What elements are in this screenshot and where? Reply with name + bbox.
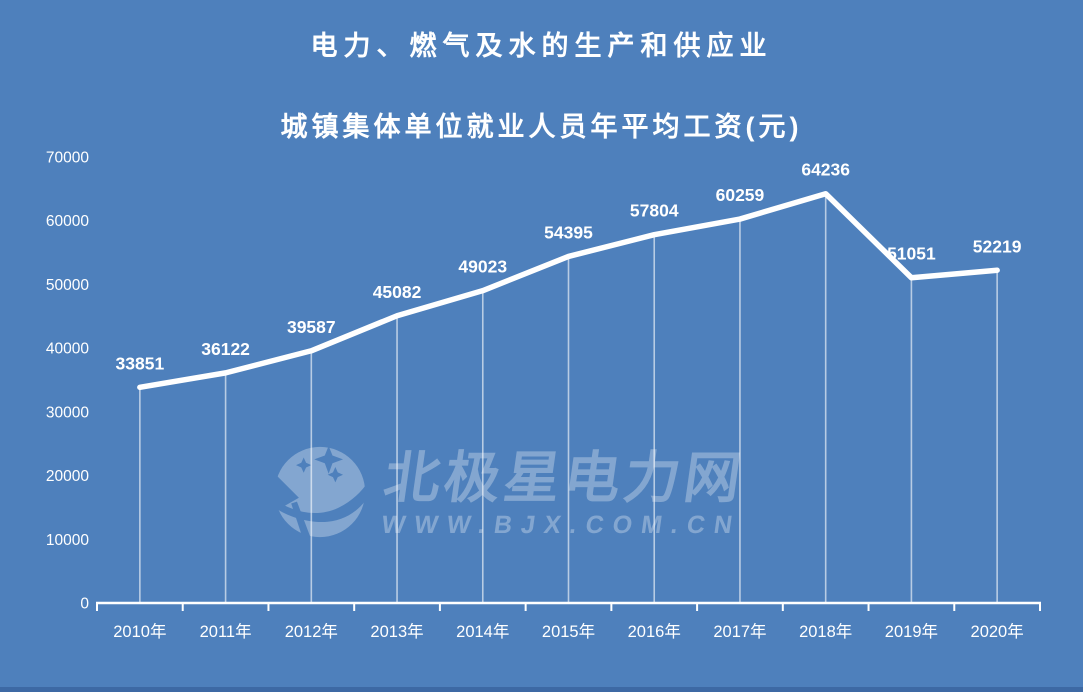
x-axis-tick-label: 2016年 bbox=[628, 622, 681, 641]
y-axis-tick-label: 30000 bbox=[46, 404, 89, 421]
y-axis-tick-label: 10000 bbox=[46, 532, 89, 549]
data-point-label: 52219 bbox=[973, 236, 1022, 256]
y-axis-tick-label: 50000 bbox=[46, 277, 89, 294]
data-point-label: 51051 bbox=[887, 244, 936, 264]
y-axis-tick-label: 70000 bbox=[46, 150, 89, 167]
y-axis-tick-label: 40000 bbox=[46, 341, 89, 358]
x-axis-tick-label: 2019年 bbox=[885, 622, 938, 641]
x-axis-tick-label: 2018年 bbox=[799, 622, 852, 641]
wage-series-line bbox=[137, 190, 1000, 391]
data-point-label: 33851 bbox=[116, 353, 165, 373]
data-point-label: 39587 bbox=[287, 317, 336, 337]
data-point-label: 60259 bbox=[716, 185, 765, 205]
y-axis-tick-label: 0 bbox=[80, 596, 89, 613]
chart-title: 电力、燃气及水的生产和供应业 城镇集体单位就业人员年平均工资(元) bbox=[0, 0, 1083, 144]
data-point-label: 36122 bbox=[201, 339, 250, 359]
x-axis-tick-label: 2013年 bbox=[370, 622, 423, 641]
data-point-label: 49023 bbox=[458, 257, 507, 277]
x-axis-tick-label: 2020年 bbox=[971, 622, 1024, 641]
data-point-label: 64236 bbox=[801, 160, 850, 180]
chart-title-line2: 城镇集体单位就业人员年平均工资(元) bbox=[280, 112, 803, 142]
window-bottom-edge bbox=[0, 687, 1083, 692]
chart-title-line1: 电力、燃气及水的生产和供应业 bbox=[310, 31, 773, 61]
x-axis-tick-label: 2015年 bbox=[542, 622, 595, 641]
data-point-label: 54395 bbox=[544, 222, 593, 242]
x-axis-tick-label: 2012年 bbox=[285, 622, 338, 641]
x-axis-tick-label: 2011年 bbox=[200, 622, 252, 641]
x-axis-tick-label: 2017年 bbox=[713, 622, 766, 641]
data-point-label: 57804 bbox=[630, 201, 679, 221]
data-point-label: 45082 bbox=[373, 282, 422, 302]
x-axis-tick-label: 2014年 bbox=[456, 622, 509, 641]
x-axis-tick-label: 2010年 bbox=[113, 622, 166, 641]
y-axis-tick-label: 60000 bbox=[46, 213, 89, 230]
y-axis-tick-label: 20000 bbox=[46, 468, 89, 485]
